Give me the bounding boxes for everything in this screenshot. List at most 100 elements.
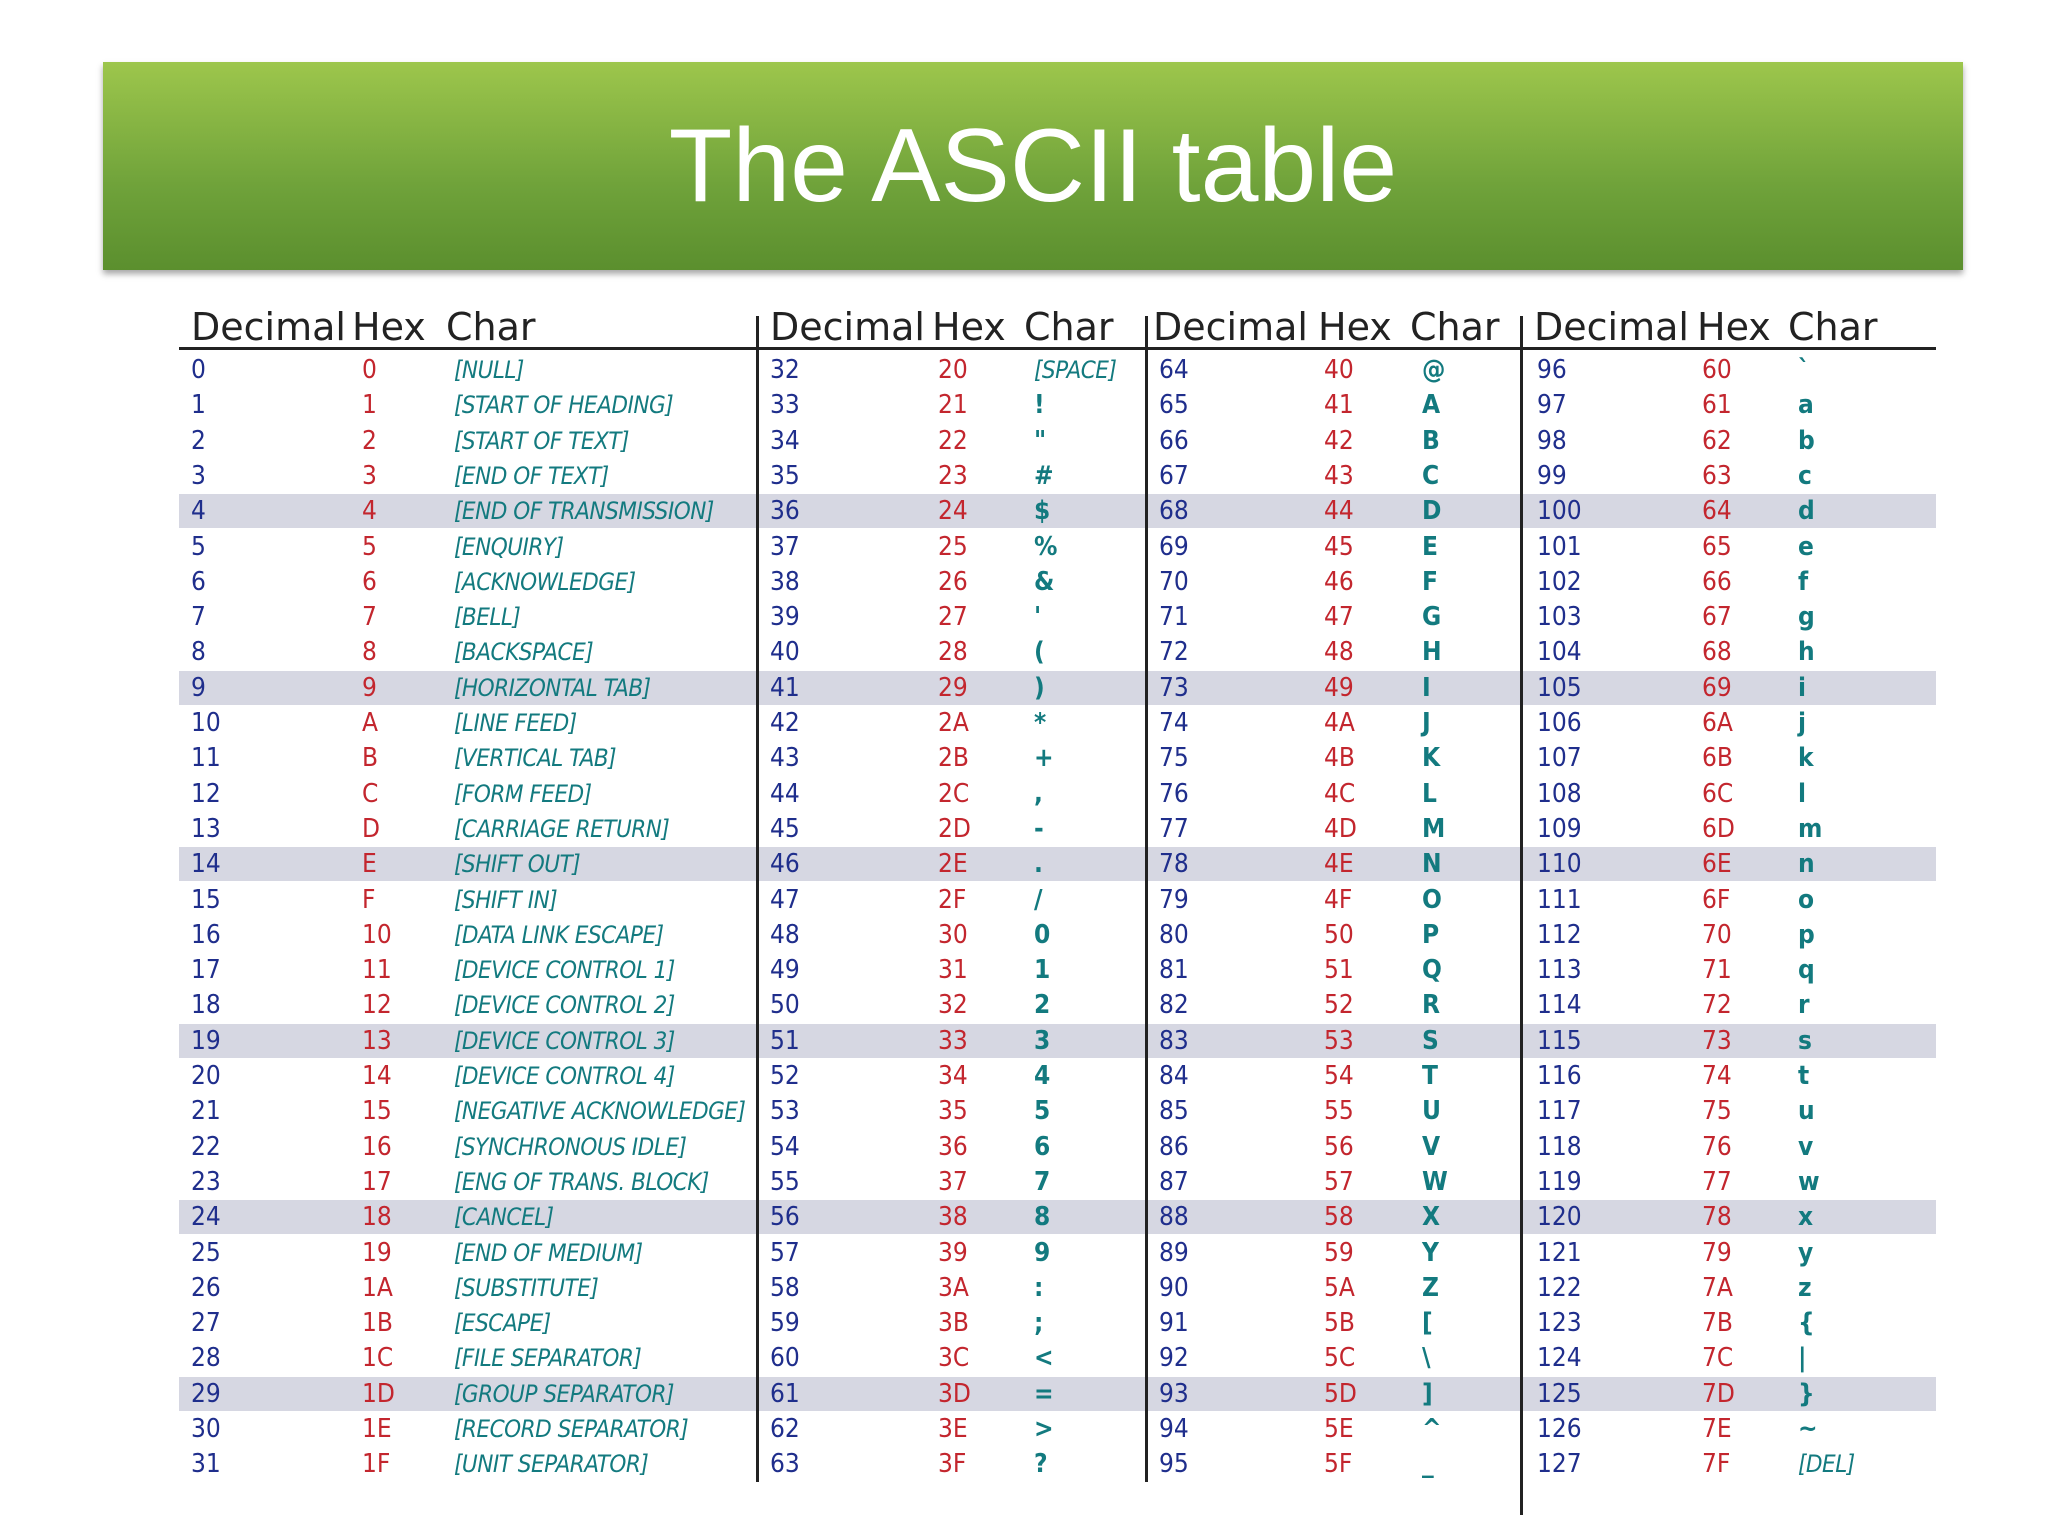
hex-cell: 6F bbox=[1702, 884, 1731, 915]
decimal-cell: 20 bbox=[191, 1061, 221, 1091]
decimal-cell: 80 bbox=[1159, 919, 1189, 950]
char-cell: [FILE SEPARATOR] bbox=[454, 1344, 642, 1373]
char-cell: [NEGATIVE ACKNOWLEDGE] bbox=[454, 1097, 746, 1126]
char-cell: 0 bbox=[1034, 919, 1051, 950]
hex-cell: 6E bbox=[1702, 849, 1732, 880]
decimal-cell: 2 bbox=[191, 425, 206, 456]
column-divider bbox=[1145, 316, 1148, 1482]
decimal-cell: 117 bbox=[1537, 1096, 1582, 1127]
hex-cell: 16 bbox=[362, 1131, 392, 1162]
hex-cell: 3E bbox=[938, 1414, 968, 1444]
decimal-cell: 73 bbox=[1159, 672, 1189, 703]
char-cell: \ bbox=[1422, 1343, 1431, 1374]
column-header: Decimal bbox=[1153, 305, 1308, 349]
decimal-cell: 125 bbox=[1537, 1378, 1582, 1409]
char-cell: 5 bbox=[1034, 1096, 1051, 1127]
decimal-cell: 118 bbox=[1537, 1131, 1582, 1162]
hex-cell: 42 bbox=[1324, 425, 1354, 456]
decimal-cell: 12 bbox=[191, 778, 221, 809]
char-cell: m bbox=[1798, 813, 1823, 844]
hex-cell: 44 bbox=[1324, 496, 1354, 527]
char-cell: W bbox=[1422, 1166, 1448, 1197]
char-cell: s bbox=[1798, 1025, 1812, 1056]
decimal-cell: 98 bbox=[1537, 425, 1567, 456]
decimal-cell: 7 bbox=[191, 602, 206, 633]
decimal-cell: 23 bbox=[191, 1166, 221, 1197]
hex-cell: 52 bbox=[1324, 990, 1354, 1021]
char-cell: v bbox=[1798, 1131, 1814, 1162]
decimal-cell: 0 bbox=[191, 355, 206, 385]
decimal-cell: 47 bbox=[770, 884, 800, 915]
column-divider bbox=[756, 316, 759, 1482]
decimal-cell: 89 bbox=[1159, 1237, 1189, 1268]
hex-cell: 6 bbox=[362, 566, 377, 597]
char-cell: t bbox=[1798, 1061, 1810, 1091]
hex-cell: 26 bbox=[938, 566, 968, 597]
char-cell: / bbox=[1034, 884, 1043, 915]
char-cell: [BACKSPACE] bbox=[454, 638, 594, 667]
decimal-cell: 22 bbox=[191, 1131, 221, 1162]
column-header: Decimal bbox=[1534, 305, 1689, 349]
char-cell: 8 bbox=[1034, 1202, 1051, 1233]
hex-cell: 24 bbox=[938, 496, 968, 527]
decimal-cell: 93 bbox=[1159, 1378, 1189, 1409]
hex-cell: 79 bbox=[1702, 1237, 1732, 1268]
char-cell: Z bbox=[1422, 1272, 1439, 1303]
char-cell: : bbox=[1034, 1272, 1044, 1303]
hex-cell: 61 bbox=[1702, 390, 1732, 421]
hex-cell: 47 bbox=[1324, 602, 1354, 633]
hex-cell: 11 bbox=[362, 955, 392, 986]
hex-cell: 73 bbox=[1702, 1025, 1732, 1056]
char-cell: B bbox=[1422, 425, 1440, 456]
hex-cell: 60 bbox=[1702, 355, 1732, 385]
hex-cell: 63 bbox=[1702, 460, 1732, 491]
char-cell: Y bbox=[1422, 1237, 1439, 1268]
char-cell: [DATA LINK ESCAPE] bbox=[454, 920, 664, 949]
hex-cell: E bbox=[362, 849, 377, 880]
hex-cell: 3C bbox=[938, 1343, 970, 1374]
decimal-cell: 74 bbox=[1159, 708, 1189, 738]
hex-cell: 6C bbox=[1702, 778, 1734, 809]
decimal-cell: 103 bbox=[1537, 602, 1582, 633]
char-cell: [ACKNOWLEDGE] bbox=[454, 567, 636, 596]
hex-cell: 5D bbox=[1324, 1378, 1357, 1409]
decimal-cell: 79 bbox=[1159, 884, 1189, 915]
char-cell: [SPACE] bbox=[1034, 356, 1117, 384]
decimal-cell: 123 bbox=[1537, 1308, 1582, 1339]
hex-cell: 70 bbox=[1702, 919, 1732, 950]
hex-cell: 64 bbox=[1702, 496, 1732, 527]
decimal-cell: 65 bbox=[1159, 390, 1189, 421]
hex-cell: 65 bbox=[1702, 531, 1732, 562]
hex-cell: 27 bbox=[938, 602, 968, 633]
char-cell: [VERTICAL TAB] bbox=[454, 744, 617, 773]
char-cell: _ bbox=[1422, 1449, 1434, 1480]
column-header: Decimal bbox=[770, 305, 925, 349]
row-shade bbox=[179, 670, 1936, 705]
hex-cell: 75 bbox=[1702, 1096, 1732, 1127]
decimal-cell: 4 bbox=[191, 496, 206, 527]
decimal-cell: 1 bbox=[191, 390, 206, 421]
column-header: Hex bbox=[352, 305, 426, 349]
hex-cell: 78 bbox=[1702, 1202, 1732, 1233]
char-cell: X bbox=[1422, 1202, 1441, 1233]
char-cell: & bbox=[1034, 566, 1055, 597]
char-cell: ( bbox=[1034, 637, 1045, 668]
column-header: Hex bbox=[1697, 305, 1771, 349]
decimal-cell: 51 bbox=[770, 1025, 800, 1056]
hex-cell: 3B bbox=[938, 1308, 969, 1339]
decimal-cell: 14 bbox=[191, 849, 221, 880]
char-cell: w bbox=[1798, 1166, 1820, 1197]
hex-cell: 3A bbox=[938, 1272, 969, 1303]
decimal-cell: 21 bbox=[191, 1096, 221, 1127]
row-shade bbox=[179, 1376, 1936, 1411]
decimal-cell: 111 bbox=[1537, 884, 1582, 915]
decimal-cell: 77 bbox=[1159, 813, 1189, 844]
decimal-cell: 61 bbox=[770, 1378, 800, 1409]
hex-cell: 4A bbox=[1324, 708, 1355, 738]
char-cell: y bbox=[1798, 1237, 1814, 1268]
hex-cell: 74 bbox=[1702, 1061, 1732, 1091]
hex-cell: 7F bbox=[1702, 1449, 1731, 1480]
decimal-cell: 81 bbox=[1159, 955, 1189, 986]
char-cell: [ESCAPE] bbox=[454, 1309, 551, 1338]
